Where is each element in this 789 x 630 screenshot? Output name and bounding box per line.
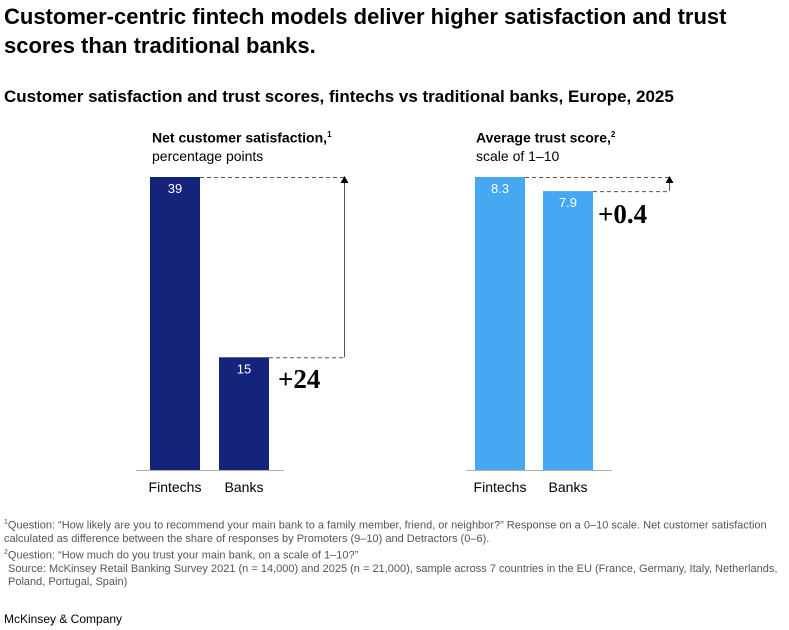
footnote-marker: 2: [4, 549, 8, 557]
category-label: Fintechs: [149, 479, 202, 495]
bar-value-label: 7.9: [559, 195, 577, 210]
bar-fintechs: [475, 177, 525, 470]
bar-value-label: 15: [237, 361, 251, 376]
panel-title-text: Average trust score,: [476, 129, 611, 146]
footnote-marker: 1: [4, 519, 8, 526]
panel-title-satisfaction: Net customer satisfaction,1 percentage p…: [152, 126, 332, 165]
headline: Customer-centric fintech models deliver …: [4, 4, 727, 58]
footnote-marker: 2: [610, 130, 616, 139]
category-label: Fintechs: [474, 479, 527, 495]
arrow-head-icon: [665, 176, 674, 183]
bar-value-label: 8.3: [491, 181, 509, 196]
bar-banks: [543, 191, 593, 470]
difference-label: +24: [278, 364, 320, 394]
source-note: Source: McKinsey Retail Banking Survey 2…: [8, 562, 778, 589]
brand-logo: McKinsey & Company: [4, 612, 123, 626]
arrow-head-icon: [340, 176, 349, 183]
panel-title-trust: Average trust score,2 scale of 1–10: [476, 126, 615, 165]
panel-unit-label: percentage points: [152, 147, 264, 164]
category-label: Banks: [549, 479, 588, 495]
chart-subtitle: Customer satisfaction and trust scores, …: [4, 87, 674, 106]
footnotes: 1Question: “How likely are you to recomm…: [4, 516, 786, 589]
panel-unit-label: scale of 1–10: [476, 147, 560, 164]
footnote-marker: 1: [327, 130, 332, 139]
category-label: Banks: [225, 479, 264, 495]
bar-charts: 39 Fintechs 15 Banks +24 8.3 Fintechs 7.9 Banks +…: [136, 176, 674, 495]
bar-fintechs: [150, 177, 200, 470]
panel-title-text: Net customer satisfaction,: [152, 129, 328, 146]
footnote-2: Question: “How much do you trust your ma…: [7, 549, 359, 562]
bar-value-label: 39: [168, 181, 182, 196]
bar-banks: [219, 357, 269, 470]
difference-label: +0.4: [598, 199, 647, 229]
footnote-1: Question: “How likely are you to recomme…: [4, 519, 767, 545]
